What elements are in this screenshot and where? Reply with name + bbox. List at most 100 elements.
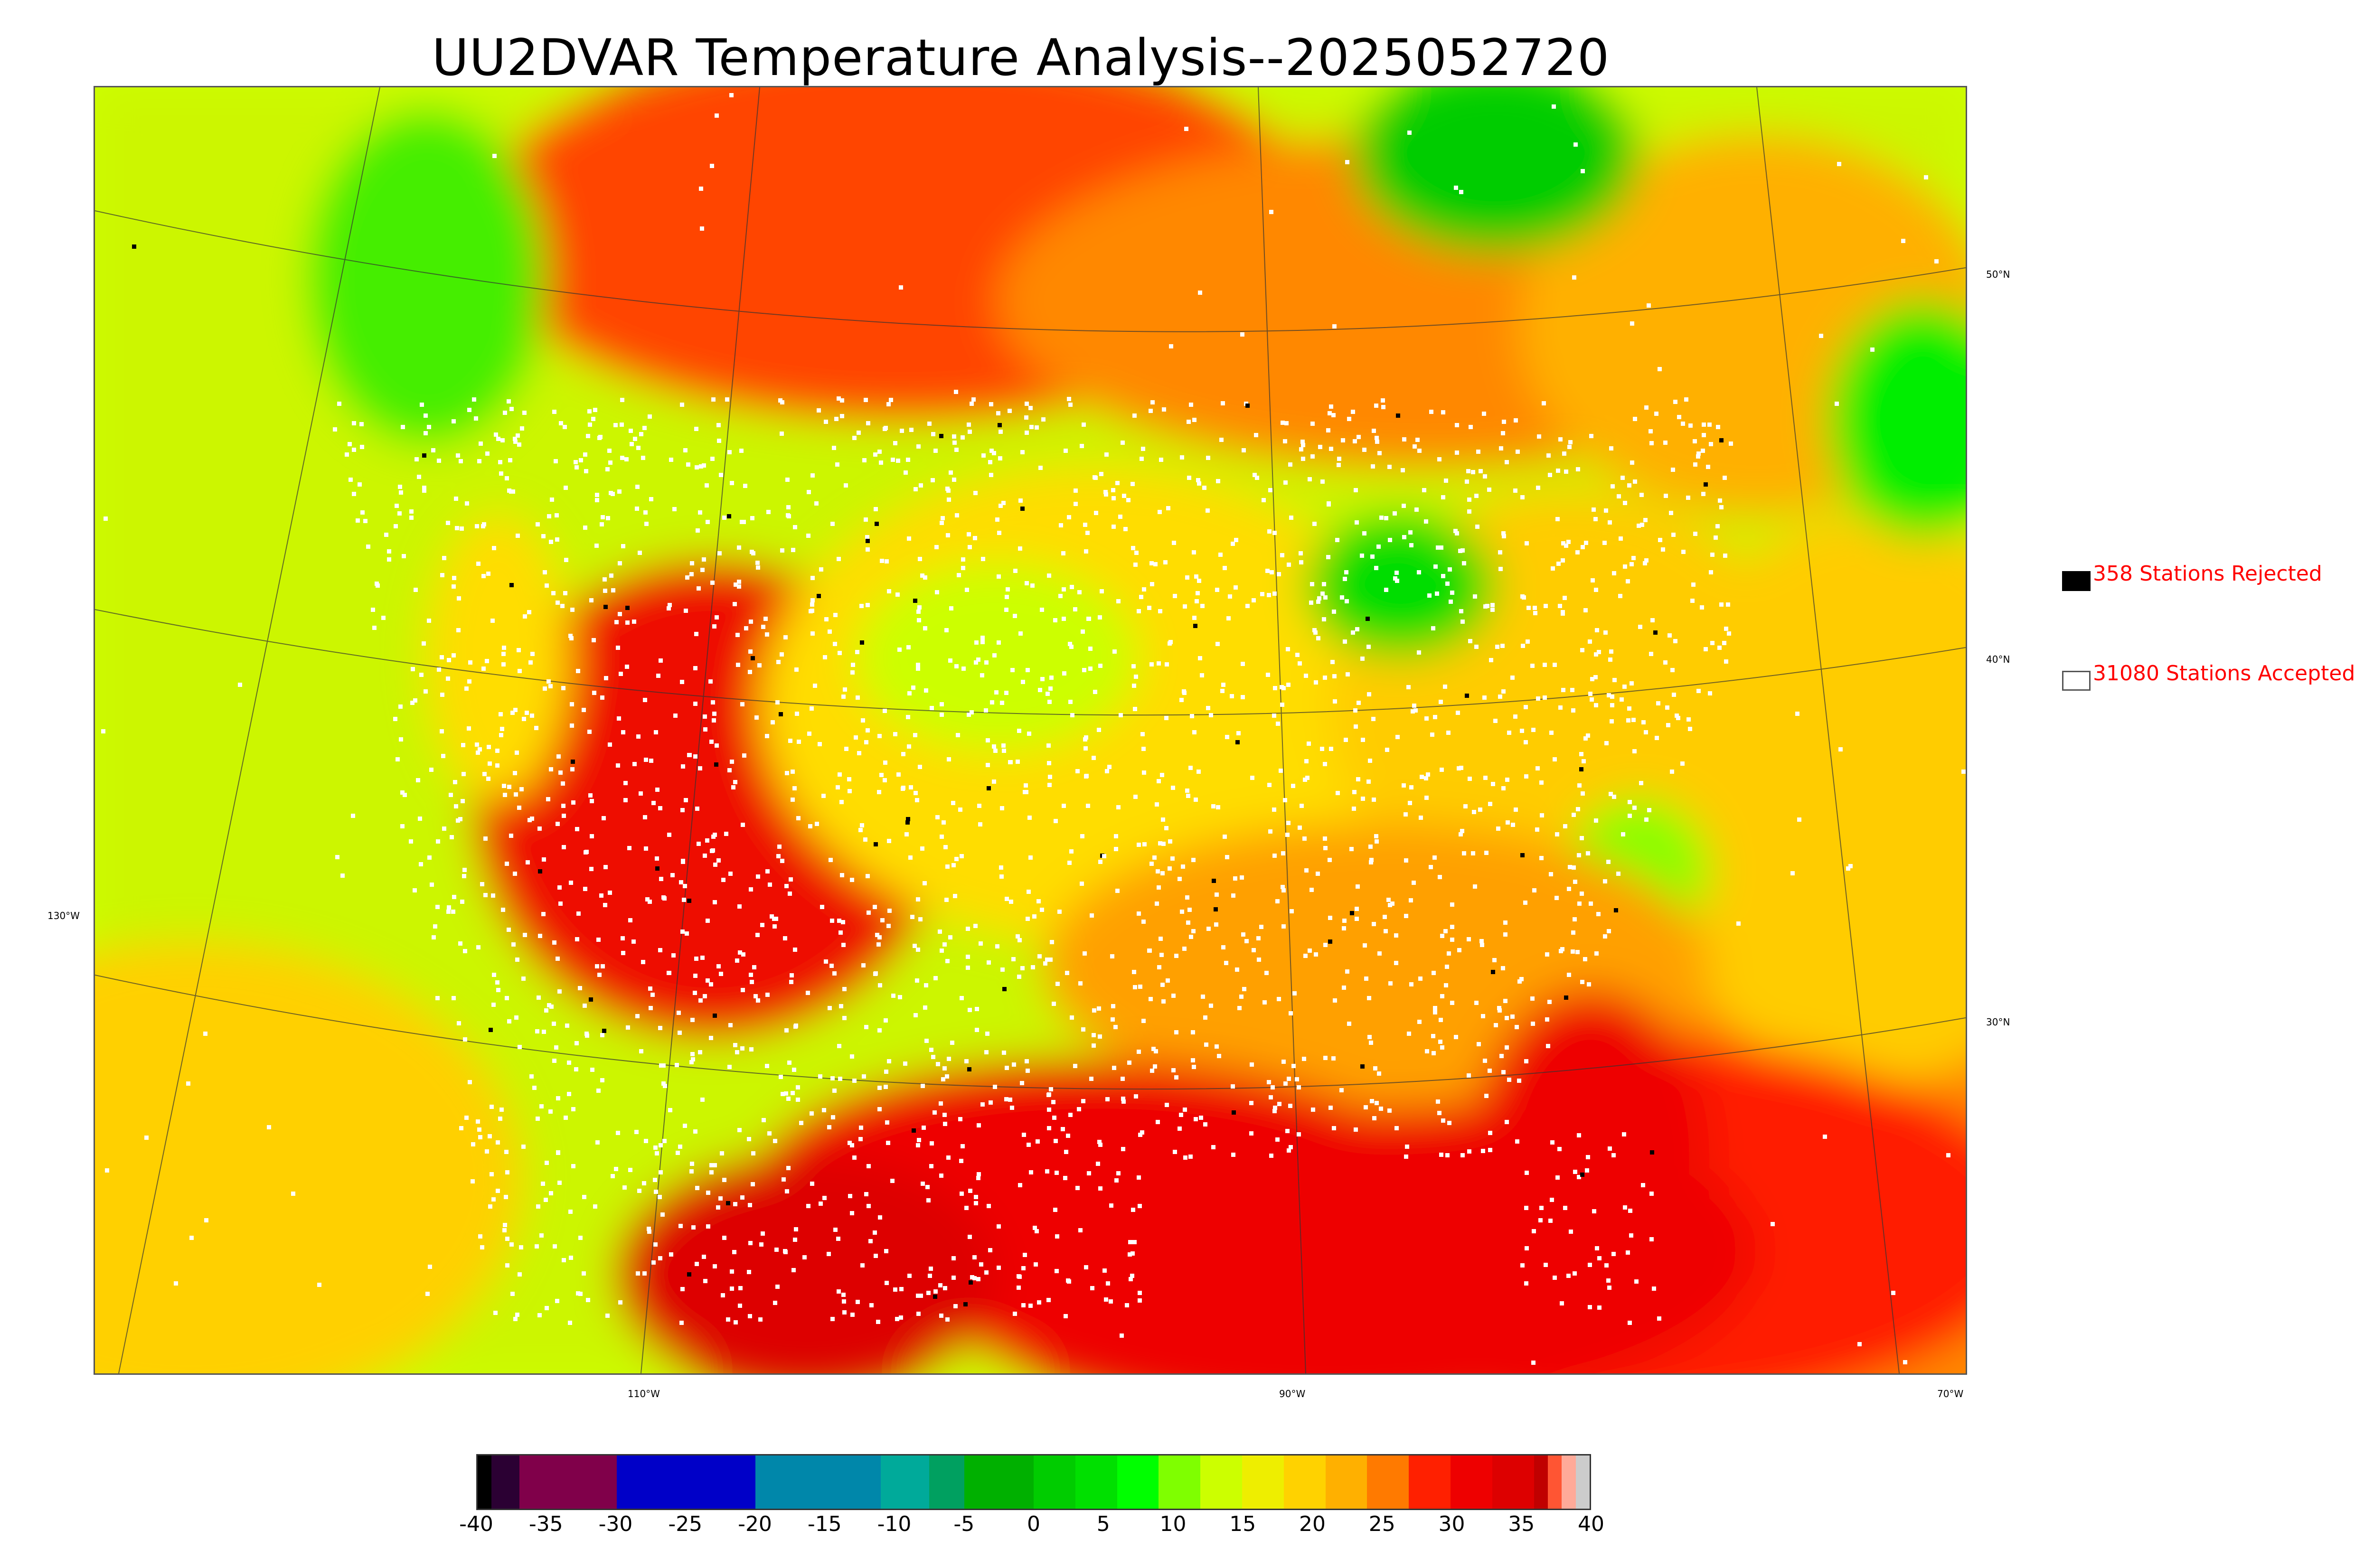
accepted-station xyxy=(1080,882,1084,886)
accepted-station xyxy=(641,456,645,460)
accepted-station xyxy=(1520,1263,1525,1268)
accepted-station xyxy=(1147,606,1151,610)
accepted-station xyxy=(1438,875,1442,879)
accepted-station xyxy=(584,469,588,473)
accepted-station xyxy=(737,1128,742,1132)
accepted-station xyxy=(1052,1002,1056,1006)
accepted-station xyxy=(1395,735,1400,739)
accepted-station xyxy=(830,1076,835,1080)
accepted-station xyxy=(717,551,722,555)
accepted-station xyxy=(1377,951,1382,956)
station-markers xyxy=(101,93,1966,1365)
accepted-station xyxy=(741,988,745,992)
accepted-station xyxy=(1114,834,1118,838)
accepted-station xyxy=(944,898,949,902)
accepted-station xyxy=(1639,493,1644,497)
accepted-station xyxy=(1417,1020,1422,1024)
accepted-station xyxy=(788,739,792,743)
accepted-station xyxy=(952,478,956,482)
accepted-station xyxy=(1245,604,1250,608)
accepted-station xyxy=(785,478,790,482)
accepted-station xyxy=(1412,704,1416,708)
accepted-station xyxy=(476,945,480,949)
rejected-station xyxy=(1491,970,1495,974)
accepted-station xyxy=(748,1241,753,1245)
accepted-station xyxy=(486,777,490,781)
accepted-station xyxy=(1159,937,1163,941)
accepted-station xyxy=(1594,951,1599,956)
accepted-station xyxy=(733,1043,737,1047)
accepted-station xyxy=(1049,676,1054,680)
accepted-station xyxy=(1488,1069,1492,1073)
accepted-station xyxy=(1374,566,1378,570)
accepted-station xyxy=(575,827,579,831)
accepted-station xyxy=(589,867,594,871)
accepted-station xyxy=(1045,1169,1049,1174)
accepted-station xyxy=(591,417,595,421)
accepted-station xyxy=(931,1055,935,1059)
accepted-station xyxy=(433,924,437,929)
accepted-station xyxy=(1588,639,1592,644)
accepted-station xyxy=(635,485,640,489)
accepted-station xyxy=(549,1005,554,1009)
accepted-station xyxy=(1158,609,1162,613)
accepted-station xyxy=(1707,423,1712,427)
accepted-station xyxy=(1409,982,1413,986)
accepted-station xyxy=(1724,627,1728,631)
accepted-station xyxy=(988,1248,992,1252)
accepted-station xyxy=(1633,479,1637,484)
accepted-station xyxy=(1402,783,1406,788)
accepted-station xyxy=(916,1312,921,1316)
accepted-station xyxy=(1290,909,1294,913)
accepted-station xyxy=(1588,692,1592,696)
rejected-station xyxy=(538,869,542,873)
accepted-station xyxy=(760,923,764,927)
accepted-station xyxy=(1041,417,1046,422)
accepted-station xyxy=(1726,602,1730,607)
accepted-station xyxy=(1013,614,1017,618)
accepted-station xyxy=(587,730,592,734)
accepted-station xyxy=(690,1052,695,1056)
accepted-station xyxy=(1903,1360,1907,1364)
accepted-station xyxy=(1047,783,1052,787)
accepted-station xyxy=(995,944,999,948)
accepted-station xyxy=(1341,438,1345,442)
accepted-station xyxy=(462,868,467,872)
accepted-station xyxy=(1417,449,1422,453)
accepted-station xyxy=(1115,889,1120,893)
accepted-station xyxy=(1132,684,1136,688)
accepted-station xyxy=(1386,898,1391,902)
accepted-station xyxy=(780,432,784,436)
accepted-station xyxy=(1523,901,1527,905)
accepted-station xyxy=(507,1019,511,1023)
accepted-station xyxy=(1490,608,1495,612)
accepted-station xyxy=(984,660,989,665)
accepted-station xyxy=(595,498,599,502)
accepted-station xyxy=(1017,1274,1021,1278)
accepted-station xyxy=(555,537,559,542)
accepted-station xyxy=(606,516,610,520)
accepted-station xyxy=(1540,813,1544,817)
accepted-station xyxy=(498,460,502,464)
accepted-station xyxy=(1532,888,1536,892)
accepted-station xyxy=(556,822,560,826)
accepted-station xyxy=(1561,688,1565,692)
accepted-station xyxy=(1090,1286,1094,1290)
accepted-station xyxy=(861,718,865,723)
accepted-station xyxy=(793,1238,797,1242)
accepted-station xyxy=(874,507,878,511)
accepted-station xyxy=(1530,996,1535,1001)
accepted-station xyxy=(621,544,625,548)
accepted-station xyxy=(654,1190,658,1194)
accepted-station xyxy=(1467,1149,1471,1154)
accepted-station xyxy=(755,561,760,565)
accepted-station xyxy=(1357,701,1361,705)
accepted-station xyxy=(956,733,960,737)
accepted-station xyxy=(1020,1081,1024,1085)
accepted-station xyxy=(1647,303,1651,308)
accepted-station xyxy=(1536,696,1540,701)
accepted-station xyxy=(1408,530,1413,535)
accepted-station xyxy=(1465,479,1469,484)
accepted-station xyxy=(659,877,663,881)
accepted-station xyxy=(1078,981,1083,986)
